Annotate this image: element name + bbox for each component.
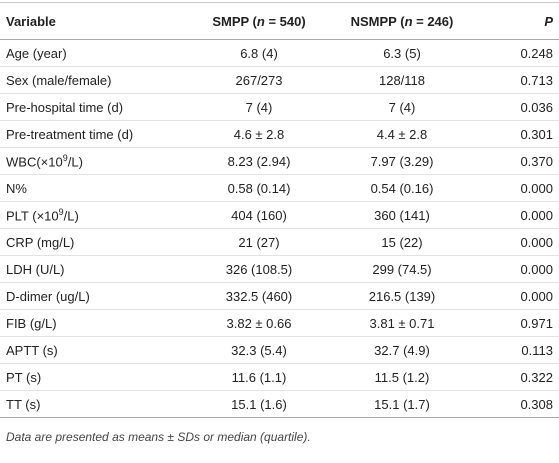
table-body: Age (year) 6.8 (4) 6.3 (5) 0.248 Sex (male/f… — [0, 39, 559, 418]
table-cell: TT (s) — [0, 390, 184, 418]
table-row: N% 0.58 (0.14) 0.54 (0.16) 0.000 — [0, 174, 559, 202]
table-cell: 216.5 (139) — [334, 282, 470, 310]
table-cell: 404 (160) — [184, 201, 334, 229]
text-segment: = 246) — [412, 13, 454, 29]
header-row: Variable SMPP (n = 540) NSMPP (n = 246) P — [0, 2, 559, 40]
table-row: D-dimer (ug/L) 332.5 (460) 216.5 (139) 0.00… — [0, 282, 559, 310]
table-row: Sex (male/female) 267/273 128/118 0.713 — [0, 66, 559, 94]
table-cell: Sex (male/female) — [0, 66, 184, 94]
table-row: CRP (mg/L) 21 (27) 15 (22) 0.000 — [0, 228, 559, 256]
table-cell: 0.370 — [470, 147, 559, 175]
table-cell: 8.23 (2.94) — [184, 147, 334, 175]
footnote: Data are presented as means ± SDs or med… — [6, 430, 311, 444]
table-row: APTT (s) 32.3 (5.4) 32.7 (4.9) 0.113 — [0, 336, 559, 364]
text-segment: Variable — [6, 13, 56, 29]
table-cell: 0.000 — [470, 174, 559, 202]
table-cell: 0.113 — [470, 336, 559, 364]
table-cell: 15.1 (1.6) — [184, 390, 334, 418]
text-segment: 9 — [58, 206, 64, 217]
table-row: PT (s) 11.6 (1.1) 11.5 (1.2) 0.322 — [0, 363, 559, 391]
table-row: LDH (U/L) 326 (108.5) 299 (74.5) 0.000 — [0, 255, 559, 283]
text-segment: WBC(×10 — [6, 154, 63, 170]
table-row: Pre-treatment time (d) 4.6 ± 2.8 4.4 ± 2.8… — [0, 120, 559, 148]
text-segment: NSMPP ( — [350, 13, 405, 29]
table-cell: WBC(×109/L) — [0, 147, 184, 175]
table-cell: N% — [0, 174, 184, 202]
header-cell: P — [470, 2, 559, 40]
table-cell: PLT (×109/L) — [0, 201, 184, 229]
table-cell: 0.308 — [470, 390, 559, 418]
table-cell: 7 (4) — [334, 93, 470, 121]
table-cell: Pre-hospital time (d) — [0, 93, 184, 121]
table-cell: 360 (141) — [334, 201, 470, 229]
data-table: Variable SMPP (n = 540) NSMPP (n = 246) P A… — [0, 2, 559, 418]
table-cell: Age (year) — [0, 39, 184, 67]
table-cell: 21 (27) — [184, 228, 334, 256]
table-cell: 11.5 (1.2) — [334, 363, 470, 391]
text-segment: 9 — [62, 152, 68, 163]
text-segment: PLT (×10 — [6, 208, 59, 224]
text-segment: P — [544, 13, 553, 29]
table-row: PLT (×109/L) 404 (160) 360 (141) 0.000 — [0, 201, 559, 229]
table-cell: 15.1 (1.7) — [334, 390, 470, 418]
header-cell: Variable — [0, 2, 184, 40]
table-cell: D-dimer (ug/L) — [0, 282, 184, 310]
table-cell: 3.81 ± 0.71 — [334, 309, 470, 337]
text-segment: /L) — [67, 154, 83, 170]
table-cell: 0.971 — [470, 309, 559, 337]
text-segment: SMPP ( — [212, 13, 257, 29]
table-cell: Pre-treatment time (d) — [0, 120, 184, 148]
table-row: Age (year) 6.8 (4) 6.3 (5) 0.248 — [0, 39, 559, 67]
table-cell: 0.713 — [470, 66, 559, 94]
text-segment: n — [256, 13, 265, 29]
header-cell: NSMPP (n = 246) — [334, 2, 470, 40]
table-cell: CRP (mg/L) — [0, 228, 184, 256]
table-cell: 4.4 ± 2.8 — [334, 120, 470, 148]
text-segment: = 540) — [264, 13, 306, 29]
table-cell: 128/118 — [334, 66, 470, 94]
header-cell: SMPP (n = 540) — [184, 2, 334, 40]
table-cell: 326 (108.5) — [184, 255, 334, 283]
table-cell: 267/273 — [184, 66, 334, 94]
table-cell: 7 (4) — [184, 93, 334, 121]
table-cell: 0.301 — [470, 120, 559, 148]
text-segment: /L) — [63, 208, 79, 224]
table-cell: FIB (g/L) — [0, 309, 184, 337]
table-cell: 3.82 ± 0.66 — [184, 309, 334, 337]
table-row: TT (s) 15.1 (1.6) 15.1 (1.7) 0.308 — [0, 390, 559, 418]
table-cell: 0.000 — [470, 255, 559, 283]
table-cell: 4.6 ± 2.8 — [184, 120, 334, 148]
table-cell: LDH (U/L) — [0, 255, 184, 283]
table-cell: 0.58 (0.14) — [184, 174, 334, 202]
table-cell: 11.6 (1.1) — [184, 363, 334, 391]
table-cell: 0.000 — [470, 201, 559, 229]
table-cell: 0.000 — [470, 228, 559, 256]
table-cell: 32.7 (4.9) — [334, 336, 470, 364]
table-cell: 6.3 (5) — [334, 39, 470, 67]
table-cell: 0.54 (0.16) — [334, 174, 470, 202]
table-cell: 332.5 (460) — [184, 282, 334, 310]
table-cell: 0.322 — [470, 363, 559, 391]
table-cell: 0.036 — [470, 93, 559, 121]
table-cell: 15 (22) — [334, 228, 470, 256]
table-cell: 6.8 (4) — [184, 39, 334, 67]
table-row: WBC(×109/L) 8.23 (2.94) 7.97 (3.29) 0.370 — [0, 147, 559, 175]
table-cell: APTT (s) — [0, 336, 184, 364]
table-cell: 32.3 (5.4) — [184, 336, 334, 364]
table-row: Pre-hospital time (d) 7 (4) 7 (4) 0.036 — [0, 93, 559, 121]
table-cell: 7.97 (3.29) — [334, 147, 470, 175]
table-row: FIB (g/L) 3.82 ± 0.66 3.81 ± 0.71 0.971 — [0, 309, 559, 337]
table-cell: 0.000 — [470, 282, 559, 310]
table-cell: 299 (74.5) — [334, 255, 470, 283]
table-cell: PT (s) — [0, 363, 184, 391]
table-cell: 0.248 — [470, 39, 559, 67]
text-segment: n — [404, 13, 413, 29]
